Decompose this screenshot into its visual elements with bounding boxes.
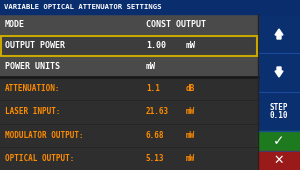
Bar	[0, 147, 258, 170]
Bar	[0, 0, 300, 14]
Bar	[0, 35, 258, 56]
Text: CONST OUTPUT: CONST OUTPUT	[146, 20, 206, 29]
Text: ✕: ✕	[274, 154, 284, 167]
Text: MODE: MODE	[5, 20, 25, 29]
Text: dB: dB	[186, 84, 195, 93]
Text: 1.00: 1.00	[146, 41, 166, 50]
Text: 6.68: 6.68	[146, 131, 164, 140]
Text: OUTPUT POWER: OUTPUT POWER	[5, 41, 65, 50]
Bar	[258, 14, 300, 170]
Text: 0.10: 0.10	[270, 111, 288, 120]
Text: 21.63: 21.63	[146, 107, 169, 116]
Text: LASER INPUT:: LASER INPUT:	[5, 107, 61, 116]
Text: mW: mW	[146, 62, 156, 71]
Text: ✓: ✓	[273, 134, 285, 148]
Polygon shape	[275, 29, 283, 39]
Bar	[0, 56, 258, 77]
Text: VARIABLE OPTICAL ATTENUATOR SETTINGS: VARIABLE OPTICAL ATTENUATOR SETTINGS	[4, 4, 161, 10]
Text: mW: mW	[186, 41, 196, 50]
Text: POWER UNITS: POWER UNITS	[5, 62, 60, 71]
Bar	[0, 14, 258, 35]
Bar	[258, 131, 300, 150]
Bar	[0, 123, 258, 147]
Text: MODULATOR OUTPUT:: MODULATOR OUTPUT:	[5, 131, 84, 140]
Bar	[1, 36, 257, 55]
Text: OPTICAL OUTPUT:: OPTICAL OUTPUT:	[5, 154, 74, 163]
Text: mW: mW	[186, 131, 195, 140]
Bar	[0, 77, 258, 100]
Text: ATTENUATION:: ATTENUATION:	[5, 84, 61, 93]
Text: 1.1: 1.1	[146, 84, 160, 93]
Bar	[0, 100, 258, 123]
Text: mW: mW	[186, 107, 195, 116]
Text: mW: mW	[186, 154, 195, 163]
Text: 5.13: 5.13	[146, 154, 164, 163]
Text: STEP: STEP	[270, 103, 288, 112]
Bar	[258, 150, 300, 170]
Polygon shape	[275, 67, 283, 77]
